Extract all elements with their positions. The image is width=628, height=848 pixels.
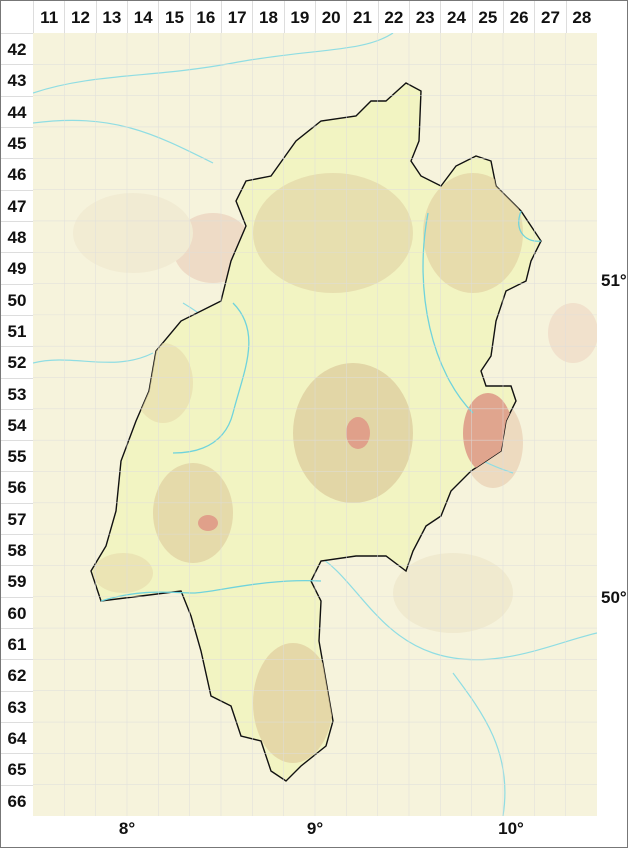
latitude-label: 51° [601, 271, 627, 290]
column-label: 21 [346, 1, 377, 33]
column-label: 13 [95, 1, 127, 33]
column-label: 23 [409, 1, 440, 33]
column-label: 14 [127, 1, 158, 33]
row-label: 51 [1, 314, 33, 346]
row-label: 63 [1, 690, 33, 722]
longitude-label: 10° [498, 819, 524, 838]
column-label: 16 [189, 1, 221, 33]
row-label: 46 [1, 158, 33, 189]
column-label: 28 [565, 1, 597, 33]
row-label: 52 [1, 346, 33, 377]
row-label: 65 [1, 753, 33, 784]
column-label: 20 [315, 1, 346, 33]
row-label: 64 [1, 722, 33, 753]
rivers-hesse [100, 210, 542, 602]
column-label: 19 [283, 1, 315, 33]
row-label: 43 [1, 64, 33, 95]
column-label: 11 [33, 1, 64, 33]
row-label: 59 [1, 565, 33, 596]
longitude-label: 8° [118, 819, 136, 838]
row-label: 56 [1, 471, 33, 502]
column-label: 26 [503, 1, 534, 33]
row-label: 57 [1, 502, 33, 534]
row-label: 55 [1, 440, 33, 471]
column-label: 24 [440, 1, 471, 33]
grid-lines [33, 33, 597, 816]
row-label: 48 [1, 220, 33, 252]
row-label: 42 [1, 33, 33, 64]
row-label: 50 [1, 283, 33, 315]
column-label: 25 [471, 1, 503, 33]
row-label: 49 [1, 252, 33, 283]
row-label: 66 [1, 784, 33, 816]
row-label: 62 [1, 659, 33, 690]
column-label: 22 [377, 1, 409, 33]
column-label: 18 [252, 1, 283, 33]
row-label: 58 [1, 534, 33, 565]
row-label: 47 [1, 189, 33, 221]
column-label: 12 [64, 1, 95, 33]
column-label: 15 [158, 1, 189, 33]
column-label: 17 [221, 1, 252, 33]
column-label: 27 [534, 1, 565, 33]
row-label: 54 [1, 408, 33, 440]
row-label: 60 [1, 596, 33, 628]
row-label: 45 [1, 126, 33, 158]
terrain-hesse [93, 173, 523, 763]
row-label: 44 [1, 95, 33, 127]
longitude-label: 9° [306, 819, 324, 838]
row-label: 61 [1, 628, 33, 659]
map-area[interactable] [33, 33, 597, 816]
latitude-label: 50° [601, 588, 627, 607]
row-label: 53 [1, 377, 33, 409]
